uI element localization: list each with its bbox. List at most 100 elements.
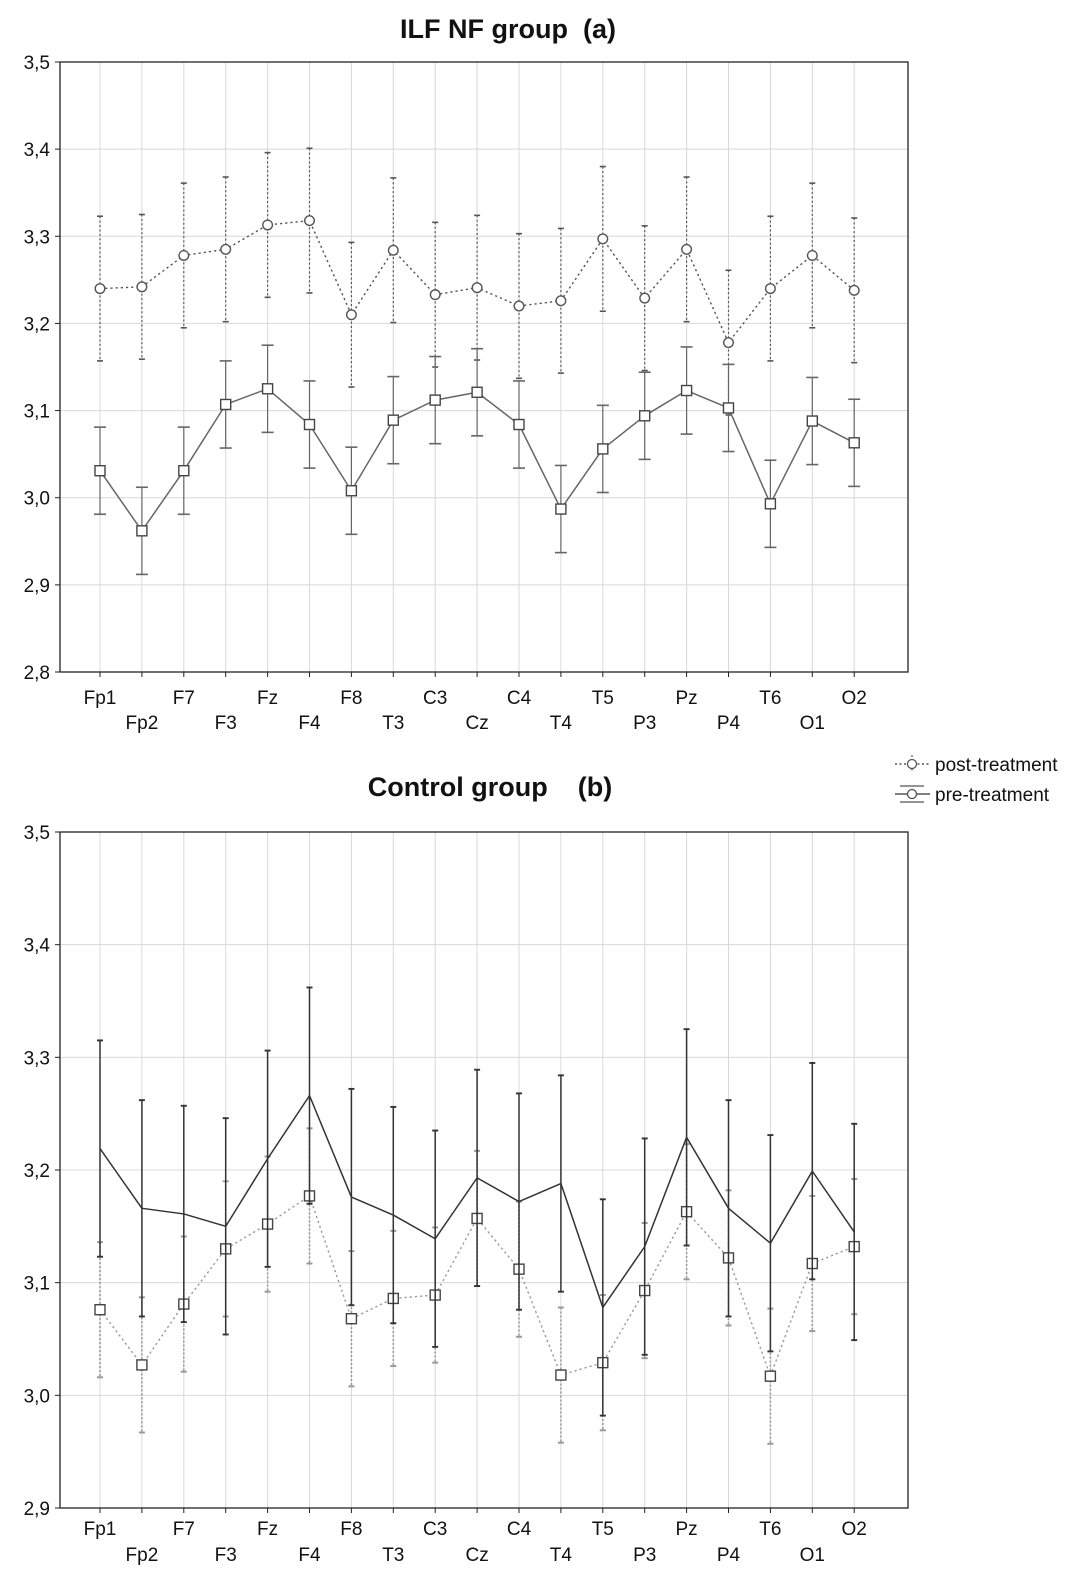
x-tick-label-p3: P3: [633, 713, 656, 734]
x-tick-label-c4: C4: [507, 688, 532, 709]
data-point: [136, 281, 148, 293]
x-tick-label-t3: T3: [382, 713, 404, 734]
data-point: [345, 309, 357, 321]
x-tick-label-p4: P4: [717, 713, 741, 734]
data-point: [471, 386, 483, 398]
x-tick-label-cz: Cz: [465, 713, 488, 734]
y-tick-label: 3,0: [24, 1386, 50, 1407]
data-point: [555, 1369, 567, 1381]
x-tick-label-t5: T5: [592, 1519, 614, 1540]
x-tick-label-fz: Fz: [257, 688, 278, 709]
series-post-treatment: [94, 147, 860, 416]
x-tick-label-fp1: Fp1: [84, 1519, 117, 1540]
data-point: [303, 418, 316, 431]
x-tick-label-t6: T6: [759, 1519, 781, 1540]
chart-title: Control group (b): [368, 772, 612, 802]
y-tick-label: 3,2: [24, 314, 50, 335]
data-point: [178, 465, 190, 477]
data-point: [178, 249, 190, 261]
legend: post-treatment pre-treatment: [895, 755, 1058, 806]
legend-label: post-treatment: [935, 755, 1058, 776]
x-tick-label-f3: F3: [215, 1545, 237, 1566]
x-tick-label-f8: F8: [340, 1519, 362, 1540]
y-tick-label: 3,3: [24, 1048, 50, 1069]
x-tick-label-t4: T4: [550, 1545, 573, 1566]
x-tick-label-t4: T4: [550, 713, 573, 734]
x-tick-label-c4: C4: [507, 1519, 532, 1540]
y-tick-label: 2,9: [24, 1499, 50, 1520]
grid-lines: [60, 831, 908, 1509]
data-point: [848, 284, 860, 296]
error-bar: [97, 1039, 103, 1258]
y-tick-label: 3,3: [24, 227, 50, 248]
chart-title: ILF NF group (a): [400, 14, 616, 44]
y-axis-ticks: 2,9 3,0 3,1 3,2 3,3 3,4 3,5: [24, 823, 60, 1520]
y-tick-label: 3,5: [24, 53, 50, 74]
x-axis-ticks: Fp1 Fp2 F7 F3 Fz F4 F8 T3 C3 Cz C4 T4 T5 P3 Pz P4 T6 O1 O2: [84, 672, 867, 734]
data-point: [471, 282, 483, 294]
data-point: [681, 243, 693, 255]
x-tick-label-f4: F4: [298, 713, 321, 734]
data-point: [94, 465, 106, 477]
y-tick-label: 3,1: [24, 402, 50, 423]
data-point: [136, 1359, 148, 1371]
data-point: [220, 243, 232, 255]
series-layer: [94, 986, 860, 1445]
chart-panel-ilf-nf: ILF NF group (a) 2,8 2,9 3,0 3,1 3,2 3,3 3,4 3,…: [24, 14, 909, 734]
x-tick-label-c3: C3: [423, 1519, 447, 1540]
y-tick-label: 2,8: [24, 663, 50, 684]
x-tick-label-f8: F8: [340, 688, 362, 709]
legend-marker-circle: [906, 788, 918, 800]
data-point: [555, 295, 567, 307]
x-tick-label-o1: O1: [800, 713, 825, 734]
x-tick-label-f4: F4: [298, 1545, 321, 1566]
data-point: [94, 283, 106, 295]
data-point: [764, 1370, 777, 1382]
data-point: [764, 498, 777, 510]
plot-frame: [59, 61, 909, 673]
legend-item-post-treatment: post-treatment: [895, 755, 1058, 776]
data-point: [345, 1313, 358, 1325]
data-point: [261, 383, 274, 395]
y-tick-label: 3,4: [24, 140, 51, 161]
x-tick-label-pz: Pz: [676, 1519, 698, 1540]
series-pre-treatment: [97, 986, 858, 1417]
data-point: [764, 283, 776, 295]
x-tick-label-o2: O2: [842, 1519, 867, 1540]
x-tick-label-c3: C3: [423, 688, 447, 709]
x-tick-label-t3: T3: [382, 1545, 404, 1566]
data-point: [262, 219, 274, 231]
data-point: [345, 485, 358, 497]
grid-lines: [60, 61, 908, 673]
series-layer: [94, 147, 861, 576]
y-tick-label: 3,5: [24, 823, 50, 844]
data-point: [387, 244, 399, 256]
x-tick-label-f7: F7: [173, 688, 195, 709]
legend-marker-circle: [906, 758, 918, 770]
x-tick-label-o2: O2: [842, 688, 867, 709]
data-point: [680, 384, 693, 397]
data-point: [387, 414, 399, 426]
error-bar: [557, 1306, 564, 1444]
data-point: [639, 292, 651, 304]
data-point: [597, 233, 609, 245]
chart-panel-control: Control group (b) 2,93,03,13,23,33,43,5 …: [24, 772, 909, 1566]
data-point: [304, 215, 316, 227]
data-point: [722, 402, 735, 414]
data-point: [513, 418, 525, 431]
y-tick-label: 3,4: [24, 936, 51, 957]
legend-label: pre-treatment: [935, 785, 1050, 806]
x-axis-ticks: Fp1 Fp2 F7 F3 Fz F4 F8 T3 C3 Cz C4 T4 T5 P3 Pz P4 T6 O1 O2: [84, 1508, 867, 1566]
x-tick-label-o1: O1: [800, 1545, 825, 1566]
x-tick-label-cz: Cz: [465, 1545, 488, 1566]
data-point: [723, 337, 735, 349]
x-tick-label-f3: F3: [215, 713, 237, 734]
y-tick-label: 3,1: [24, 1274, 50, 1295]
x-tick-label-fz: Fz: [257, 1519, 278, 1540]
data-point: [806, 415, 818, 427]
data-point: [555, 503, 567, 515]
data-point: [848, 437, 860, 449]
x-tick-label-p3: P3: [633, 1545, 656, 1566]
legend-item-pre-treatment: pre-treatment: [895, 785, 1050, 806]
